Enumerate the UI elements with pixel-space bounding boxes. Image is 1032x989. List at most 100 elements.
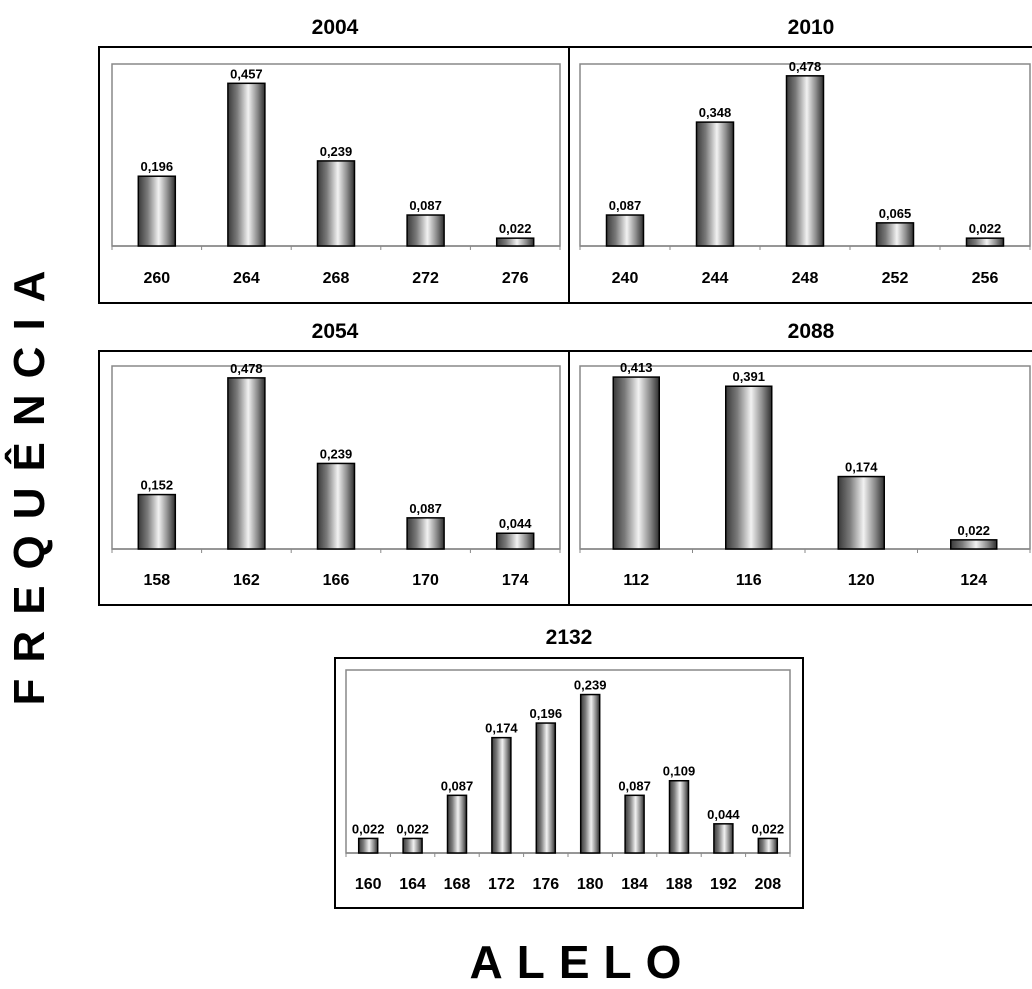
frame-top-row: [98, 46, 1032, 304]
bar: [495, 237, 535, 247]
bar: [227, 377, 266, 550]
x-tick-label: 188: [666, 876, 693, 893]
x-axis-label: ALELO: [469, 936, 696, 988]
bar: [316, 462, 356, 550]
x-tick-label: 244: [702, 270, 729, 287]
data-label: 0,087: [609, 198, 642, 213]
data-label: 0,152: [141, 478, 174, 493]
frame-middle-row: [98, 350, 1032, 606]
x-tick-label: 192: [710, 876, 737, 893]
x-tick-label: 272: [412, 270, 439, 287]
x-tick-label: 162: [233, 572, 260, 589]
data-label: 0,087: [618, 778, 651, 793]
bar: [624, 794, 645, 854]
x-tick-label: 172: [488, 876, 515, 893]
data-label: 0,239: [320, 144, 353, 159]
data-label: 0,478: [230, 361, 263, 376]
x-tick-label: 168: [444, 876, 471, 893]
bar: [725, 385, 773, 550]
x-tick-label: 180: [577, 876, 604, 893]
data-label: 0,022: [752, 821, 785, 836]
bar: [137, 175, 177, 247]
data-label: 0,391: [732, 369, 765, 384]
data-label: 0,087: [409, 198, 442, 213]
x-tick-label: 124: [960, 572, 987, 589]
x-tick-label: 240: [612, 270, 639, 287]
bar: [965, 237, 1005, 247]
bar: [612, 376, 660, 550]
x-tick-label: 176: [532, 876, 559, 893]
bar: [227, 82, 266, 247]
bar: [406, 214, 445, 247]
bar: [785, 75, 825, 247]
bar: [137, 493, 177, 550]
data-label: 0,109: [663, 764, 696, 779]
bar: [402, 837, 423, 854]
data-label: 0,457: [230, 66, 263, 81]
frame-divider-middle: [568, 350, 570, 606]
x-tick-label: 166: [323, 572, 350, 589]
x-tick-label: 120: [848, 572, 875, 589]
x-tick-label: 264: [233, 270, 260, 287]
x-tick-label: 268: [323, 270, 350, 287]
bar: [406, 517, 445, 550]
data-label: 0,413: [620, 360, 653, 375]
data-label: 0,348: [699, 105, 732, 120]
frame-bottom: [334, 657, 804, 909]
data-label: 0,239: [574, 678, 607, 693]
bar: [950, 539, 998, 550]
chart-title-2004: 2004: [311, 16, 359, 39]
data-label: 0,022: [499, 221, 532, 236]
data-label: 0,174: [485, 721, 518, 736]
x-tick-label: 158: [143, 572, 170, 589]
x-tick-label: 170: [412, 572, 439, 589]
data-label: 0,022: [957, 523, 990, 538]
data-label: 0,022: [969, 221, 1002, 236]
chart-title-2088: 2088: [787, 320, 835, 343]
bar: [837, 475, 885, 550]
bar: [695, 121, 735, 247]
x-tick-label: 184: [621, 876, 648, 893]
bar: [875, 222, 915, 247]
x-tick-label: 208: [754, 876, 781, 893]
data-label: 0,022: [396, 821, 429, 836]
data-label: 0,478: [789, 59, 822, 74]
bar: [357, 837, 379, 854]
x-tick-label: 252: [882, 270, 909, 287]
bar: [668, 779, 690, 854]
data-label: 0,087: [441, 778, 474, 793]
x-tick-label: 164: [399, 876, 426, 893]
bar: [757, 837, 779, 854]
bar: [491, 736, 512, 854]
x-tick-label: 116: [736, 572, 762, 589]
x-tick-label: 276: [502, 270, 529, 287]
data-label: 0,022: [352, 821, 385, 836]
data-label: 0,239: [320, 446, 353, 461]
bar: [535, 722, 557, 854]
x-tick-label: 256: [972, 270, 999, 287]
bar: [605, 214, 645, 247]
data-label: 0,065: [879, 206, 912, 221]
data-label: 0,087: [409, 501, 442, 516]
chart-title-2132: 2132: [545, 626, 593, 649]
bar: [446, 794, 468, 854]
data-label: 0,196: [141, 159, 174, 174]
bar: [713, 823, 734, 854]
data-label: 0,044: [499, 516, 532, 531]
x-tick-label: 248: [792, 270, 819, 287]
x-tick-label: 174: [502, 572, 529, 589]
x-tick-label: 260: [143, 270, 170, 287]
data-label: 0,174: [845, 460, 878, 475]
data-label: 0,196: [530, 706, 563, 721]
frame-divider-top: [568, 46, 570, 304]
x-tick-label: 112: [623, 572, 649, 589]
chart-title-2054: 2054: [311, 320, 359, 343]
bar: [495, 532, 535, 550]
bar: [316, 160, 356, 247]
data-label: 0,044: [707, 807, 740, 822]
